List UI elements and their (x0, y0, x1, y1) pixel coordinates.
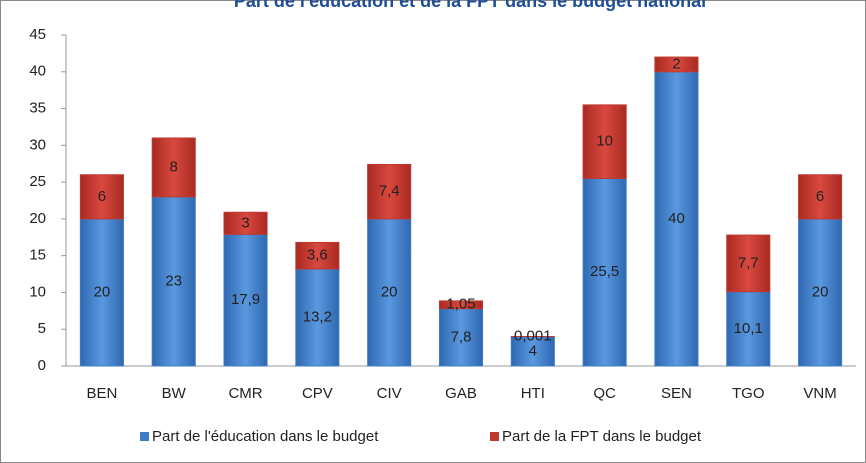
value-label: 40 (668, 210, 685, 227)
legend-swatch (490, 432, 499, 441)
x-tick-label: GAB (445, 385, 477, 402)
value-label: 8 (170, 158, 178, 175)
x-tick-label: HTI (521, 385, 545, 402)
value-label: 4 (529, 342, 537, 359)
value-label: 6 (816, 188, 824, 205)
x-tick-label: BEN (86, 385, 117, 402)
chart-title: Part de l'éducation et de la FPT dans le… (234, 0, 706, 11)
value-label: 3,6 (307, 247, 328, 264)
y-tick-label: 35 (29, 100, 46, 117)
y-tick-label: 20 (29, 210, 46, 227)
legend-label: Part de l'éducation dans le budget (152, 428, 379, 445)
x-tick-label: VNM (803, 385, 836, 402)
x-tick-label: TGO (732, 385, 765, 402)
value-label: 1,05 (446, 296, 475, 313)
value-label: 7,4 (379, 183, 400, 200)
x-tick-label: CPV (302, 385, 333, 402)
y-tick-label: 10 (29, 283, 46, 300)
value-label: 0,001 (514, 328, 552, 345)
bar-segment (367, 163, 412, 220)
value-label: 10 (596, 133, 613, 150)
bar-segment (151, 137, 196, 198)
value-label: 25,5 (590, 263, 619, 280)
bar-segment (582, 104, 627, 179)
value-label: 3 (241, 214, 249, 231)
bar-segment (654, 71, 699, 367)
y-tick-label: 5 (38, 320, 46, 337)
bar-segment (79, 174, 124, 220)
y-tick-label: 40 (29, 63, 46, 80)
bar-segment (582, 177, 627, 367)
bar-segment (798, 174, 843, 220)
y-tick-label: 30 (29, 136, 46, 153)
x-tick-label: CIV (377, 385, 402, 402)
x-tick-label: SEN (661, 385, 692, 402)
y-tick-label: 45 (29, 26, 46, 43)
bar-segment (798, 218, 843, 367)
bar-segment (223, 211, 268, 235)
value-label: 10,1 (734, 320, 763, 337)
value-label: 2 (672, 55, 680, 72)
x-tick-label: CMR (228, 385, 262, 402)
value-label: 20 (94, 283, 111, 300)
value-label: 23 (165, 272, 182, 289)
bar-segment (223, 233, 268, 367)
bar-segment (438, 308, 484, 367)
value-label: 20 (381, 283, 398, 300)
legend-swatch (140, 432, 149, 441)
x-tick-label: QC (593, 385, 616, 402)
value-label: 7,7 (738, 254, 759, 271)
value-label: 13,2 (303, 308, 332, 325)
bar-segment (654, 56, 699, 73)
bar-segment (726, 291, 771, 367)
bar-segment (438, 300, 484, 310)
legend-label: Part de la FPT dans le budget (502, 428, 702, 445)
value-label: 7,8 (451, 328, 472, 345)
y-tick-label: 0 (38, 357, 46, 374)
bar-segment (726, 234, 771, 293)
y-tick-label: 15 (29, 247, 46, 264)
x-tick-label: BW (162, 385, 187, 402)
value-label: 20 (812, 283, 829, 300)
bar-segment (367, 218, 412, 367)
value-label: 17,9 (231, 291, 260, 308)
y-tick-label: 25 (29, 173, 46, 190)
bar-segment (295, 241, 340, 270)
value-label: 6 (98, 188, 106, 205)
